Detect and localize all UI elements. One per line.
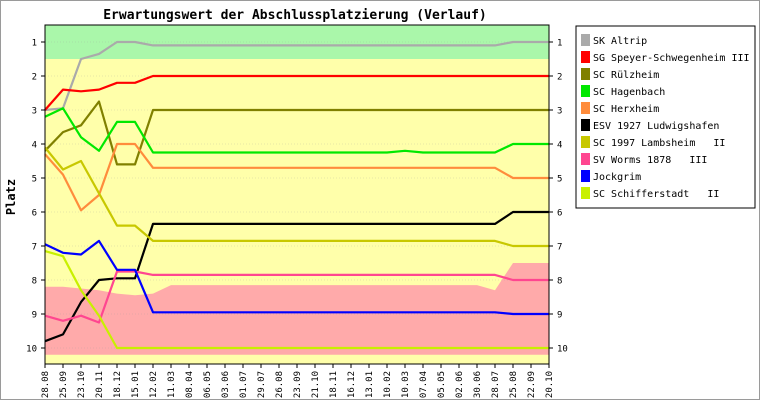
legend-swatch xyxy=(581,68,590,80)
x-tick-label: 28.08 xyxy=(41,371,51,398)
y-tick-label-right: 1 xyxy=(557,39,562,49)
legend-entry: SC Herxheim xyxy=(593,104,659,115)
x-tick-label: 20.10 xyxy=(545,371,555,398)
series-lines xyxy=(44,40,549,350)
legend-swatch xyxy=(581,153,590,165)
series-line xyxy=(44,74,549,111)
x-tick-label: 11.03 xyxy=(167,371,177,398)
series-line xyxy=(44,40,549,112)
x-tick-label: 23.10 xyxy=(77,371,87,398)
y-tick-label-right: 2 xyxy=(557,73,562,83)
x-tick-label: 29.07 xyxy=(257,371,267,398)
x-tick-label: 23.09 xyxy=(293,371,303,398)
y-tick-label: 3 xyxy=(32,107,37,117)
legend-swatch xyxy=(581,136,590,148)
legend: SK Altrip SG Speyer-Schwegenheim III SC Rü… xyxy=(575,25,756,209)
legend-swatch xyxy=(581,34,590,46)
y-tick-label-right: 5 xyxy=(557,175,562,185)
legend-swatch xyxy=(581,119,590,131)
y-tick-label-right: 6 xyxy=(557,209,562,219)
x-tick-label: 26.08 xyxy=(275,371,285,398)
y-tick-label-right: 3 xyxy=(557,107,562,117)
y-tick-label: 1 xyxy=(32,39,37,49)
x-tick-label: 06.05 xyxy=(203,371,213,398)
y-tick-label: 7 xyxy=(32,243,37,253)
y-tick-label: 10 xyxy=(26,345,37,355)
series-line xyxy=(44,270,549,324)
x-tick-label: 10.02 xyxy=(383,371,393,398)
x-tick-label: 22.09 xyxy=(527,371,537,398)
y-tick-label-right: 10 xyxy=(557,345,568,355)
legend-entry: SC 1997 Lambsheim II xyxy=(593,138,725,149)
legend-swatch xyxy=(581,102,590,114)
x-tick-label: 20.11 xyxy=(95,371,105,398)
legend-swatch xyxy=(581,187,590,199)
series-line xyxy=(44,210,549,343)
x-tick-label: 05.05 xyxy=(437,371,447,398)
x-tick-label: 30.06 xyxy=(473,371,483,398)
y-tick-label: 2 xyxy=(32,73,37,83)
band-bottom xyxy=(45,263,549,355)
legend-entry: SC Rülzheim xyxy=(593,70,659,81)
y-tick-label-right: 4 xyxy=(557,141,562,151)
x-tick-label: 16.12 xyxy=(347,371,357,398)
x-tick-label: 12.02 xyxy=(149,371,159,398)
x-tick-label: 18.12 xyxy=(113,371,123,398)
x-tick-label: 07.04 xyxy=(419,371,429,398)
legend-box xyxy=(575,25,756,209)
y-tick-label: 5 xyxy=(32,175,37,185)
x-tick-label: 03.06 xyxy=(221,371,231,398)
legend-swatch xyxy=(581,170,590,182)
x-tick-label: 21.10 xyxy=(311,371,321,398)
legend-entry: SG Speyer-Schwegenheim III xyxy=(593,53,750,64)
chart-title: Erwartungswert der Abschlussplatzierung … xyxy=(103,8,487,23)
series-line xyxy=(44,250,549,350)
y-tick-label-right: 7 xyxy=(557,243,562,253)
x-tick-label: 13.01 xyxy=(365,371,375,398)
series-line xyxy=(44,239,549,316)
y-tick-label: 8 xyxy=(32,277,37,287)
series-line xyxy=(44,142,549,212)
series-line xyxy=(44,100,549,166)
x-tick-label: 28.07 xyxy=(491,371,501,398)
y-tick-label-right: 8 xyxy=(557,277,562,287)
x-tick-label: 25.09 xyxy=(59,371,69,398)
legend-entry: SC Schifferstadt II xyxy=(593,189,719,200)
y-axis-label: Platz xyxy=(4,179,18,215)
legend-swatch xyxy=(581,51,590,63)
y-tick-label: 9 xyxy=(32,311,37,321)
y-tick-label-right: 9 xyxy=(557,311,562,321)
x-tick-label: 08.04 xyxy=(185,371,195,398)
y-tick-label: 4 xyxy=(32,141,37,151)
axes: 1 1 2 2 3 3 4 4 5 5 6 6 7 7 8 8 9 9 10 10 28.08 25.09 23.10 20.… xyxy=(26,24,568,398)
x-tick-label: 01.07 xyxy=(239,371,249,398)
legend-entry: SK Altrip xyxy=(593,36,647,47)
series-line xyxy=(44,107,549,154)
y-tick-label: 6 xyxy=(32,209,37,219)
x-tick-label: 10.03 xyxy=(401,371,411,398)
series-line xyxy=(44,146,549,248)
x-tick-label: 18.11 xyxy=(329,371,339,398)
legend-swatch xyxy=(581,85,590,97)
x-tick-label: 02.06 xyxy=(455,371,465,398)
x-tick-label: 25.08 xyxy=(509,371,519,398)
legend-entry: SV Worms 1878 III xyxy=(593,155,707,166)
x-tick-label: 15.01 xyxy=(131,371,141,398)
legend-entry: ESV 1927 Ludwigshafen xyxy=(593,121,719,132)
legend-entry: Jockgrim xyxy=(593,172,641,183)
legend-entry: SC Hagenbach xyxy=(593,87,665,98)
